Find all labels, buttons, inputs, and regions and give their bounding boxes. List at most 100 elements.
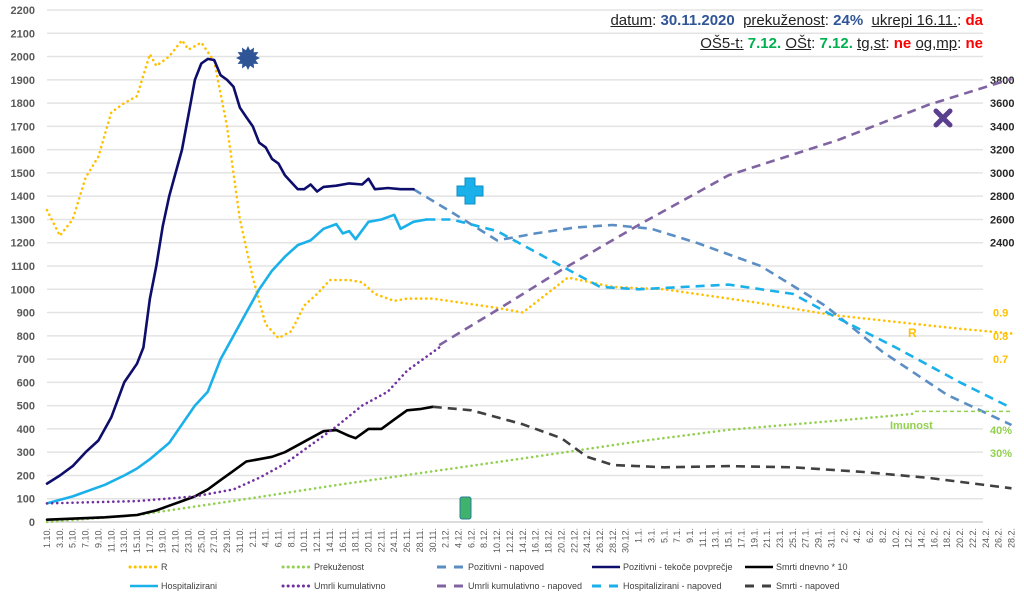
x-tick-label: 28.11.	[415, 528, 425, 552]
tgst-label: tg,st	[857, 35, 886, 52]
y-tick-label: 2000	[11, 52, 35, 64]
x-tick-label: 13.1.	[711, 528, 721, 548]
legend-label: Umrli kumulativno	[314, 581, 386, 591]
y-tick-label: 1800	[11, 98, 35, 110]
x-tick-label: 8.11.	[286, 528, 296, 547]
x-tick-label: 29.1.	[814, 528, 824, 548]
y-tick-label: 500	[17, 401, 35, 413]
series-line-hospitalizirani-napoved	[426, 218, 1013, 410]
y-tick-label: 100	[17, 494, 35, 506]
right-tick-label: 2400	[990, 238, 1014, 250]
x-tick-label: 5.1.	[659, 528, 669, 543]
ost-value: 7.12.	[819, 35, 853, 52]
x-tick-label: 26.12.	[595, 528, 605, 553]
x-tick-label: 22.2.	[968, 528, 978, 548]
legend-label: Pozitivni - tekoče povprečje	[623, 562, 733, 572]
x-tick-label: 26.2.	[994, 528, 1004, 548]
y-tick-label: 300	[17, 447, 35, 459]
x-tick-label: 9.1.	[685, 528, 695, 543]
y-tick-label: 1100	[11, 261, 35, 273]
r-annotation: R	[908, 326, 917, 340]
x-tick-label: 28.2.	[1007, 528, 1017, 548]
right-tick-label: 3200	[990, 145, 1014, 157]
y-tick-label: 1300	[11, 214, 35, 226]
y-tick-label: 1600	[11, 145, 35, 157]
x-tick-label: 14.11.	[325, 528, 335, 552]
y-tick-label: 200	[17, 470, 35, 482]
x-tick-label: 3.10.	[55, 528, 65, 548]
x-tick-label: 6.12.	[466, 528, 476, 548]
os5-value: 7.12.	[747, 35, 782, 52]
x-tick-label: 17.10.	[145, 528, 155, 553]
y-tick-label: 1200	[11, 238, 35, 250]
ukrepi-label: ukrepi 16.11.	[871, 12, 958, 29]
x-tick-label: 25.10.	[196, 528, 206, 553]
x-tick-label: 17.1.	[736, 528, 746, 548]
x-tick-label: 18.11.	[351, 528, 361, 552]
series-line-umrli-kumulativno-napoved	[438, 77, 1012, 347]
r-tick-label: 0.9	[993, 308, 1008, 320]
y-tick-label: 1700	[11, 121, 35, 133]
x-tick-label: 5.10.	[68, 528, 78, 548]
x-tick-label: 24.2.	[981, 528, 991, 548]
x-tick-label: 10.2.	[891, 528, 901, 548]
x-tick-label: 23.10.	[183, 528, 193, 553]
prekuzenost-value: 24%	[833, 12, 864, 29]
right-tick-label: 3000	[990, 168, 1014, 180]
x-tick-label: 1.10.	[42, 528, 52, 548]
y-tick-label: 1500	[11, 168, 35, 180]
series-line-preku-enost	[45, 412, 917, 524]
x-tick-label: 16.11.	[338, 528, 348, 552]
x-tick-label: 21.1.	[762, 528, 772, 548]
legend-label: Hospitalizirani - napoved	[623, 581, 722, 591]
legend-label: Hospitalizirani	[161, 581, 217, 591]
y-tick-label: 2200	[11, 5, 35, 17]
series-line-umrli-kumulativno	[45, 346, 441, 505]
os5-label: OŠ5-t:	[700, 35, 744, 52]
x-tick-label: 22.11.	[376, 528, 386, 552]
right-tick-label: 2600	[990, 214, 1014, 226]
x-tick-label: 8.2.	[878, 528, 888, 543]
x-tick-label: 4.2.	[852, 528, 862, 543]
x-tick-label: 12.11.	[312, 528, 322, 552]
x-tick-label: 7.1.	[672, 528, 682, 543]
x-tick-label: 12.2.	[904, 528, 914, 548]
x-tick-label: 30.12.	[621, 528, 631, 553]
x-tick-label: 28.12.	[608, 528, 618, 553]
x-tick-label: 4.12.	[454, 528, 464, 548]
x-tick-label: 1.1.	[634, 528, 644, 543]
series-line-pozitivni-napoved	[412, 188, 1013, 427]
y-tick-label: 1400	[11, 191, 35, 203]
datum-label: datum	[610, 12, 653, 29]
x-tick-label: 23.1.	[775, 528, 785, 548]
x-tick-label: 30.11.	[428, 528, 438, 552]
x-tick-label: 2.2.	[839, 528, 849, 543]
legend-label: Pozitivni - napoved	[468, 562, 544, 572]
starburst-icon	[236, 46, 260, 70]
y-tick-label: 700	[17, 354, 35, 366]
x-tick-label: 3.1.	[646, 528, 656, 543]
legend-label: Umrli kumulativno - napoved	[468, 581, 582, 591]
x-tick-label: 22.12.	[569, 528, 579, 553]
x-tick-label: 6.2.	[865, 528, 875, 543]
series-line-smrti-dnevno-10	[45, 405, 435, 521]
legend-label: Prekuženost	[314, 562, 365, 572]
x-tick-label: 24.11.	[389, 528, 399, 552]
legend-label: Smrti dnevno * 10	[776, 562, 848, 572]
x-tick-label: 27.10.	[209, 528, 219, 553]
x-tick-label: 6.11.	[273, 528, 283, 547]
plus-icon	[456, 177, 484, 205]
x-tick-label: 24.12.	[582, 528, 592, 553]
x-tick-label: 19.1.	[749, 528, 759, 548]
x-tick-label: 8.12.	[479, 528, 489, 548]
y-tick-label: 1900	[11, 75, 35, 87]
x-tick-label: 18.2.	[942, 528, 952, 548]
x-tick-label: 29.10.	[222, 528, 232, 553]
x-mark-icon	[933, 108, 953, 128]
series-line-r	[45, 39, 1013, 340]
right-tick-label: 2800	[990, 191, 1014, 203]
y-tick-label: 1000	[11, 284, 35, 296]
pct-tick-label: 40%	[990, 425, 1012, 437]
y-tick-label: 900	[17, 308, 35, 320]
